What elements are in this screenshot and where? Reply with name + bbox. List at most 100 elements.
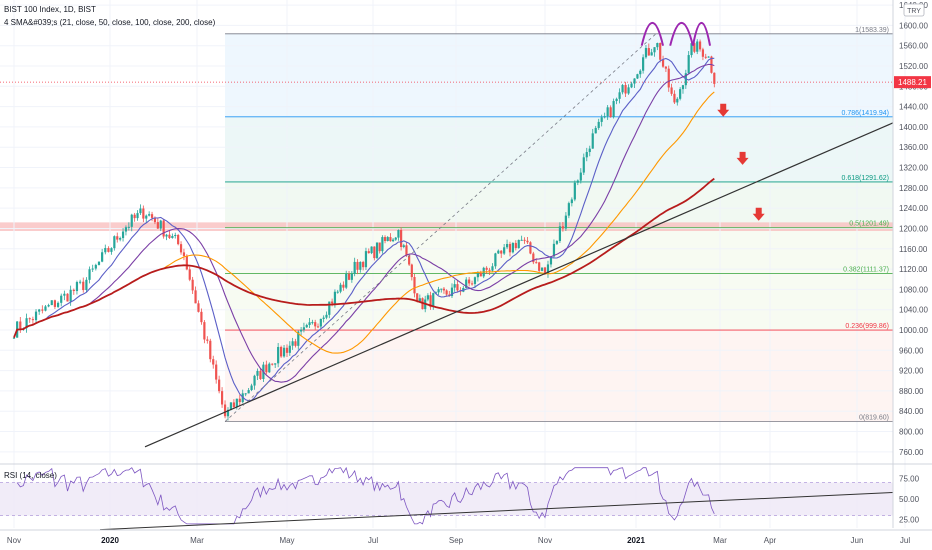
candle-body bbox=[328, 301, 331, 315]
candle-body bbox=[549, 256, 553, 265]
candle-body bbox=[78, 281, 82, 283]
price-tick-label: 1040.00 bbox=[899, 306, 928, 315]
time-tick-label: Jul bbox=[368, 536, 378, 545]
candle-body bbox=[618, 92, 621, 99]
candle-body bbox=[265, 364, 268, 373]
fib-level-label: 0(819.60) bbox=[859, 415, 889, 422]
candle-body bbox=[136, 213, 139, 219]
time-tick-label: 2020 bbox=[101, 536, 119, 545]
candle-body bbox=[693, 43, 696, 52]
chart-title: BIST 100 Index, 1D, BIST bbox=[4, 5, 96, 14]
candle-body bbox=[624, 85, 627, 94]
candle-body bbox=[297, 331, 300, 346]
head-shoulders-arc bbox=[669, 22, 694, 46]
price-tick-label: 760.00 bbox=[899, 448, 924, 457]
candle-body bbox=[244, 393, 247, 395]
candle-body bbox=[370, 246, 373, 254]
candle-body bbox=[633, 78, 636, 84]
candle-body bbox=[600, 117, 603, 122]
sma-line bbox=[13, 57, 715, 402]
last-price-label: 1488.21 bbox=[898, 78, 927, 87]
candle-body bbox=[325, 314, 328, 318]
candle-body bbox=[215, 364, 218, 380]
candle-body bbox=[591, 133, 594, 149]
candle-body bbox=[639, 70, 642, 75]
candle-body bbox=[696, 41, 699, 52]
candle-body bbox=[606, 107, 609, 117]
candle-body bbox=[570, 199, 573, 204]
candle-body bbox=[331, 301, 334, 304]
candle-body bbox=[130, 214, 133, 227]
candle-body bbox=[94, 264, 97, 269]
candle-body bbox=[60, 295, 63, 303]
candle-body bbox=[185, 255, 188, 270]
candle-body bbox=[465, 279, 468, 289]
candle-body bbox=[34, 311, 38, 321]
candle-body bbox=[253, 375, 256, 386]
candle-body bbox=[497, 250, 500, 254]
price-tick-label: 1600.00 bbox=[899, 21, 928, 30]
candle-body bbox=[546, 264, 550, 274]
price-tick-label: 1360.00 bbox=[899, 143, 928, 152]
price-tick-label: 1080.00 bbox=[899, 285, 928, 294]
candle-body bbox=[612, 101, 615, 117]
fib-level-label: 1(1583.39) bbox=[855, 27, 889, 34]
candle-body bbox=[91, 268, 94, 270]
rsi-tick-label: 50.00 bbox=[899, 495, 920, 504]
candle-body bbox=[416, 293, 419, 302]
candle-body bbox=[333, 291, 337, 304]
candle-body bbox=[197, 303, 200, 312]
candle-body bbox=[25, 318, 28, 329]
candle-body bbox=[82, 281, 85, 291]
candle-body bbox=[53, 300, 57, 307]
candle-body bbox=[673, 93, 676, 103]
candle-body bbox=[165, 234, 168, 237]
candle-body bbox=[72, 289, 75, 292]
sma-line bbox=[13, 63, 715, 383]
candle-body bbox=[294, 341, 297, 346]
candle-body bbox=[218, 379, 221, 392]
candle-body bbox=[701, 49, 705, 57]
candle-body bbox=[585, 152, 588, 158]
candle-body bbox=[153, 217, 157, 223]
currency-badge[interactable]: TRY bbox=[903, 3, 925, 17]
candle-body bbox=[535, 262, 538, 264]
candle-body bbox=[687, 55, 690, 74]
candle-body bbox=[159, 220, 162, 229]
candle-body bbox=[698, 41, 702, 50]
candle-body bbox=[437, 289, 440, 293]
candle-body bbox=[299, 329, 303, 332]
candle-body bbox=[615, 98, 618, 102]
candle-body bbox=[564, 215, 567, 229]
candle-body bbox=[235, 398, 238, 408]
candle-body bbox=[171, 236, 174, 238]
candle-body bbox=[101, 252, 104, 262]
candle-body bbox=[491, 266, 494, 271]
candle-body bbox=[356, 261, 359, 270]
time-tick-label: Mar bbox=[713, 536, 727, 545]
candle-body bbox=[681, 85, 685, 90]
candle-body bbox=[364, 251, 368, 268]
candle-body bbox=[311, 322, 314, 324]
candle-body bbox=[347, 273, 351, 280]
candle-body bbox=[212, 359, 215, 365]
candle-body bbox=[405, 245, 408, 256]
candle-body bbox=[174, 234, 177, 237]
candle-body bbox=[381, 237, 384, 252]
candle-body bbox=[650, 52, 653, 56]
candle-body bbox=[288, 345, 291, 353]
candle-body bbox=[679, 89, 682, 99]
fib-level-label: 0.5(1201.49) bbox=[849, 221, 889, 228]
candle-body bbox=[453, 284, 456, 288]
candle-body bbox=[418, 298, 421, 302]
candle-body bbox=[627, 87, 630, 94]
fib-level-label: 0.236(999.86) bbox=[845, 323, 889, 330]
price-tick-label: 1520.00 bbox=[899, 62, 928, 71]
candle-body bbox=[505, 243, 509, 248]
candle-body bbox=[19, 321, 22, 330]
candle-body bbox=[473, 277, 477, 284]
candle-body bbox=[561, 226, 565, 229]
candle-body bbox=[168, 234, 171, 238]
